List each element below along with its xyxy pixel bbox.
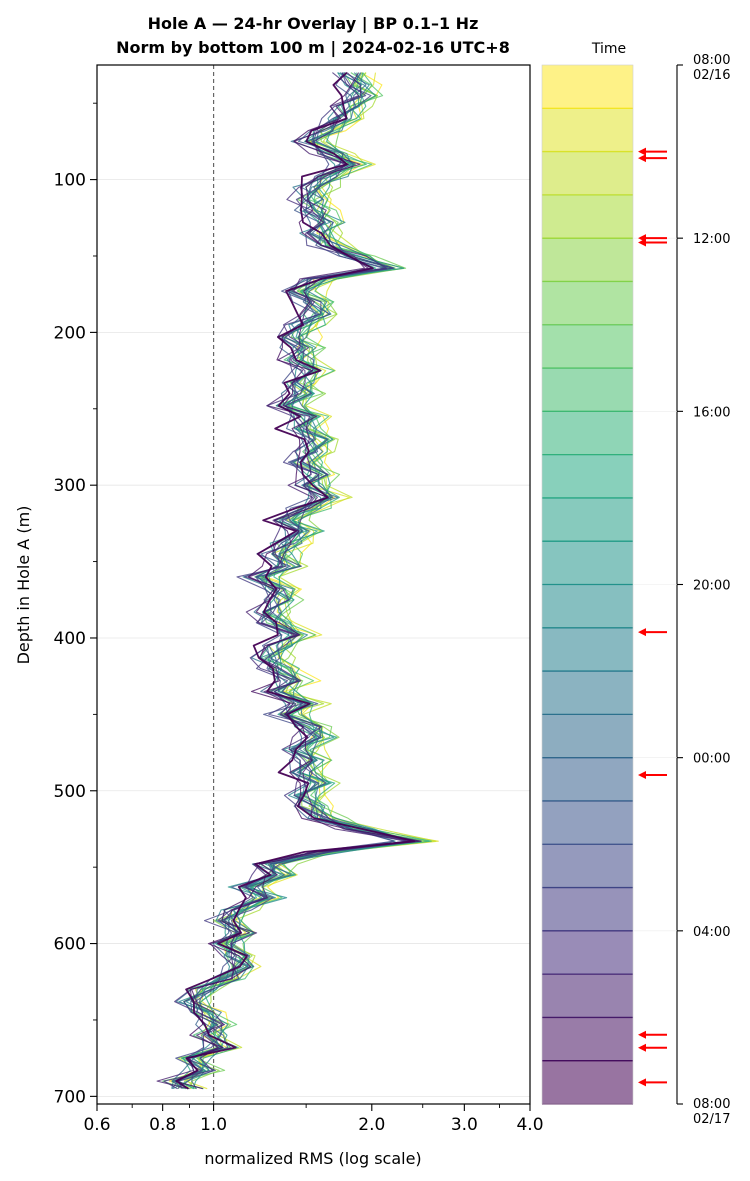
series-line-hour-23 (175, 71, 416, 1090)
colorbar-cell-hour-11 (542, 541, 633, 585)
colorbar: 08:0002/1612:0016:0020:0000:0004:0008:00… (541, 53, 730, 1127)
colorbar-cell-hour-9 (542, 454, 633, 499)
colorbar-cell-hour-21 (542, 974, 633, 1018)
series-line-hour-12 (171, 72, 396, 1089)
series-line-hour-15 (171, 72, 414, 1090)
chart-title-line1: Hole A — 24-hr Overlay | BP 0.1–1 Hz (148, 14, 479, 34)
series-line-hour-16 (186, 72, 419, 1089)
colorbar-cell-hour-20 (542, 930, 633, 975)
colorbar-cell-hour-13 (542, 627, 633, 672)
colorbar-cell-hour-17 (542, 800, 633, 845)
y-tick-label-600: 600 (54, 935, 86, 955)
x-tick-label-4.0: 4.0 (516, 1115, 543, 1135)
marker-arrow-head-6 (638, 1030, 646, 1039)
series-line-hour-11 (172, 72, 407, 1090)
series-line-hour-21 (156, 72, 411, 1090)
x-tick-label-0.6: 0.6 (83, 1115, 110, 1135)
y-tick-label-300: 300 (54, 476, 86, 496)
marker-arrow-head-4 (638, 628, 646, 637)
x-tick-label-3.0: 3.0 (451, 1115, 478, 1135)
y-tick-label-400: 400 (54, 629, 86, 649)
chart-title-line2: Norm by bottom 100 m | 2024-02-16 UTC+8 (116, 38, 510, 58)
marker-arrow-head-7 (638, 1043, 646, 1052)
series-line-hour-20 (163, 72, 415, 1090)
series-line-hour-17 (177, 72, 412, 1090)
marker-arrow-head-3 (638, 238, 646, 247)
y-tick-label-200: 200 (54, 323, 86, 343)
series-line-hour-22 (174, 72, 422, 1090)
colorbar-cell-hour-1 (542, 108, 633, 153)
y-tick-label-700: 700 (54, 1087, 86, 1107)
series-line-hour-1 (185, 72, 439, 1090)
x-tick-label-1.0: 1.0 (200, 1115, 227, 1135)
series-line-hour-18 (171, 72, 395, 1090)
colorbar-cell-hour-2 (542, 151, 633, 196)
series-line-hour-4 (180, 72, 418, 1089)
series-line-hour-10 (181, 72, 413, 1089)
colorbar-cell-hour-22 (542, 1017, 633, 1062)
time-tick-label-1: 16:00 (693, 405, 730, 420)
y-axis-label: Depth in Hole A (m) (14, 506, 33, 665)
series-line-hour-7 (173, 72, 430, 1090)
marker-arrow-head-8 (638, 1078, 646, 1087)
colorbar-cell-hour-16 (542, 757, 633, 802)
time-tick-label-top: 08:00 (693, 53, 730, 68)
colorbar-cell-hour-6 (542, 324, 633, 369)
colorbar-cell-hour-7 (542, 368, 633, 412)
series-line-hour-9 (178, 72, 414, 1090)
x-axis-label: normalized RMS (log scale) (204, 1149, 421, 1168)
colorbar-cell-hour-18 (542, 844, 633, 889)
colorbar-cell-hour-8 (542, 411, 633, 456)
series-line-hour-19 (178, 72, 406, 1089)
colorbar-cell-hour-4 (542, 238, 633, 282)
time-tick-label-0: 12:00 (693, 232, 730, 247)
series-line-hour-8 (174, 72, 432, 1090)
y-axis: 100 200 300 400 500 600 700 (54, 102, 97, 1107)
colorbar-label: Time (591, 41, 626, 57)
y-tick-label-500: 500 (54, 782, 86, 802)
colorbar-cell-hour-14 (542, 671, 633, 715)
series-line-hour-6 (162, 72, 415, 1090)
colorbar-cell-hour-15 (542, 714, 633, 759)
marker-arrow-head-1 (638, 154, 646, 163)
plot-frame (96, 64, 531, 1105)
time-tick-label-4: 04:00 (693, 925, 730, 940)
series-line-hour-5 (176, 72, 420, 1089)
time-tick-label-3: 00:00 (693, 752, 730, 767)
series-lines (156, 71, 439, 1090)
colorbar-cell-hour-0 (542, 65, 633, 109)
time-tick-label-top-line2: 02/16 (693, 68, 730, 83)
marker-arrow-head-5 (638, 770, 646, 779)
marker-arrow-head-0 (638, 147, 646, 156)
x-tick-label-0.8: 0.8 (149, 1115, 176, 1135)
colorbar-cell-hour-23 (542, 1060, 633, 1105)
x-tick-label-2.0: 2.0 (358, 1115, 385, 1135)
time-tick-label-bottom: 08:00 (693, 1097, 730, 1112)
colorbar-cell-hour-19 (542, 887, 633, 932)
x-axis: 0.6 0.8 1.0 2.0 3.0 4.0 (83, 1104, 544, 1135)
colorbar-cell-hour-10 (542, 497, 633, 542)
y-tick-label-100: 100 (54, 171, 86, 191)
colorbar-cell-hour-3 (542, 194, 633, 239)
colorbar-cell-hour-12 (542, 584, 633, 629)
colorbar-cell-hour-5 (542, 281, 633, 326)
series-line-hour-0 (168, 72, 427, 1090)
series-line-hour-14 (171, 72, 423, 1090)
time-tick-label-2: 20:00 (693, 579, 730, 594)
time-tick-label-bottom-line2: 02/17 (693, 1112, 730, 1127)
